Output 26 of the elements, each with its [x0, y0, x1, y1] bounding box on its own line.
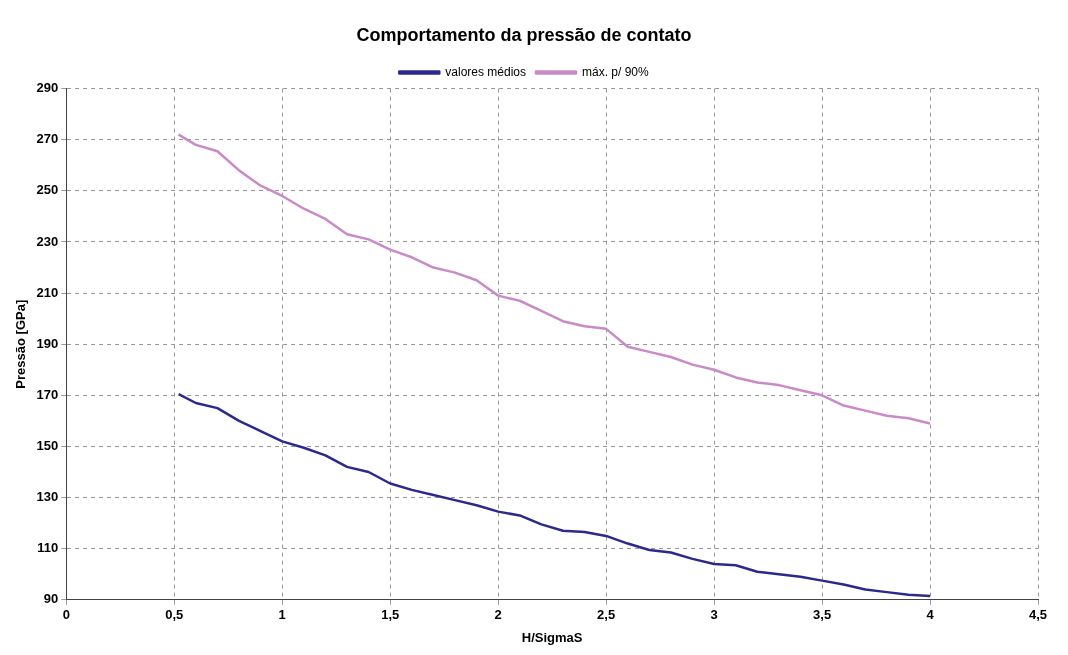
- y-tick-label: 250: [36, 182, 59, 198]
- y-tick-label: 170: [36, 386, 59, 402]
- x-tick-label: 2: [494, 607, 502, 623]
- x-tick-label: 3: [710, 607, 718, 623]
- x-tick-label: 0,5: [165, 607, 184, 623]
- x-tick-label: 0: [62, 607, 70, 623]
- y-tick-label: 150: [36, 438, 59, 454]
- x-axis-title: H/SigmaS: [521, 629, 583, 645]
- x-tick-label: 1,5: [381, 607, 400, 623]
- x-tick-label: 1: [278, 607, 286, 623]
- y-tick-label: 270: [36, 131, 59, 147]
- y-tick-label: 190: [36, 335, 59, 351]
- x-tick-label: 4: [926, 607, 935, 623]
- x-tick-label: 2,5: [597, 607, 616, 623]
- y-tick-label: 90: [43, 591, 59, 607]
- x-tick-label: 4,5: [1028, 607, 1048, 623]
- legend-label: valores médios: [445, 64, 526, 79]
- y-tick-label: 210: [36, 284, 59, 300]
- x-tick-label: 3,5: [813, 607, 832, 623]
- y-tick-label: 230: [36, 233, 59, 249]
- chart-title: Comportamento da pressão de contato: [356, 24, 692, 45]
- y-tick-label: 290: [36, 80, 59, 96]
- y-axis-title: Pressão [GPa]: [13, 299, 29, 389]
- legend-label: máx. p/ 90%: [582, 64, 650, 79]
- y-tick-label: 110: [37, 540, 59, 556]
- y-tick-label: 130: [36, 489, 59, 505]
